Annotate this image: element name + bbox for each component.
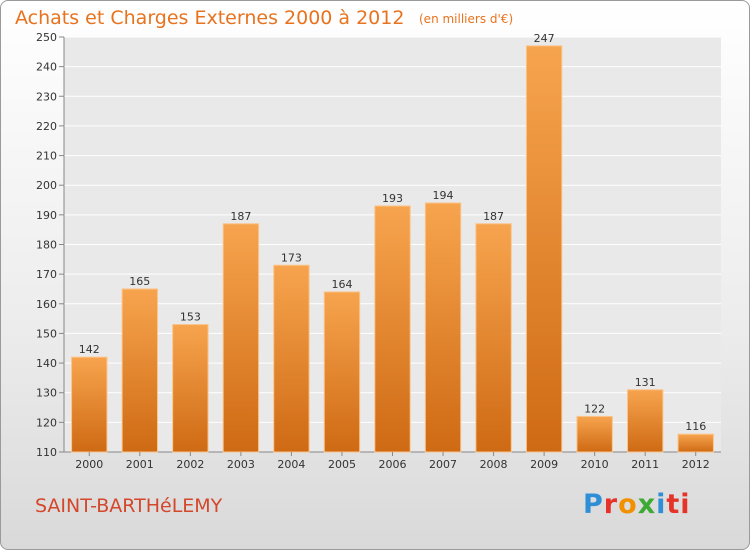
value-label-2009: 247: [534, 32, 555, 45]
y-tick-label: 120: [36, 416, 57, 429]
x-tick-label-2001: 2001: [126, 458, 154, 471]
value-label-2001: 165: [129, 275, 150, 288]
value-label-2000: 142: [79, 343, 100, 356]
value-label-2003: 187: [230, 210, 251, 223]
x-tick-label-2007: 2007: [429, 458, 457, 471]
y-tick-label: 140: [36, 357, 57, 370]
x-tick-label-2000: 2000: [75, 458, 103, 471]
y-tick-label: 170: [36, 268, 57, 281]
bar-2011: [627, 389, 664, 453]
x-tick-label-2012: 2012: [682, 458, 710, 471]
y-tick-label: 220: [36, 120, 57, 133]
bar-2005: [323, 291, 361, 453]
bar-2007: [424, 202, 462, 453]
bar-2012: [677, 433, 714, 453]
chart-unit-note: (en milliers d'€): [419, 12, 514, 26]
x-tick-label-2003: 2003: [227, 458, 255, 471]
y-tick-label: 110: [36, 446, 57, 459]
proxiti-logo[interactable]: Proxiti: [583, 489, 691, 520]
value-label-2004: 173: [281, 251, 302, 264]
x-tick-label-2002: 2002: [176, 458, 204, 471]
x-tick-label-2006: 2006: [379, 458, 407, 471]
bar-2002: [172, 324, 209, 453]
bar-2009: [525, 45, 563, 453]
value-label-2002: 153: [180, 311, 201, 324]
y-tick-label: 230: [36, 90, 57, 103]
y-tick-label: 130: [36, 387, 57, 400]
y-tick-label: 240: [36, 61, 57, 74]
y-tick-label: 210: [36, 150, 57, 163]
bar-2000: [71, 356, 108, 453]
x-tick-label-2010: 2010: [581, 458, 609, 471]
y-tick-label: 200: [36, 179, 57, 192]
bar-2006: [374, 205, 411, 453]
value-label-2008: 187: [483, 210, 504, 223]
value-label-2007: 194: [433, 189, 454, 202]
bar-2004: [273, 264, 310, 453]
bar-2008: [475, 223, 512, 453]
y-tick-label: 190: [36, 209, 57, 222]
y-tick-label: 150: [36, 327, 57, 340]
value-label-2010: 122: [584, 402, 605, 415]
y-tick-label: 180: [36, 239, 57, 252]
value-label-2005: 164: [331, 278, 352, 291]
x-tick-label-2011: 2011: [631, 458, 659, 471]
bar-2010: [576, 415, 613, 453]
value-label-2011: 131: [635, 376, 656, 389]
x-tick-label-2004: 2004: [277, 458, 305, 471]
bar-2001: [121, 288, 158, 453]
y-tick-label: 160: [36, 298, 57, 311]
chart-title: Achats et Charges Externes 2000 à 2012: [15, 7, 405, 29]
value-label-2012: 116: [685, 420, 706, 433]
x-tick-label-2008: 2008: [480, 458, 508, 471]
x-tick-label-2009: 2009: [530, 458, 558, 471]
bar-2003: [222, 223, 260, 453]
commune-name: SAINT-BARTHéLEMY: [35, 495, 223, 517]
x-tick-label-2005: 2005: [328, 458, 356, 471]
y-tick-label: 250: [36, 31, 57, 44]
value-label-2006: 193: [382, 192, 403, 205]
